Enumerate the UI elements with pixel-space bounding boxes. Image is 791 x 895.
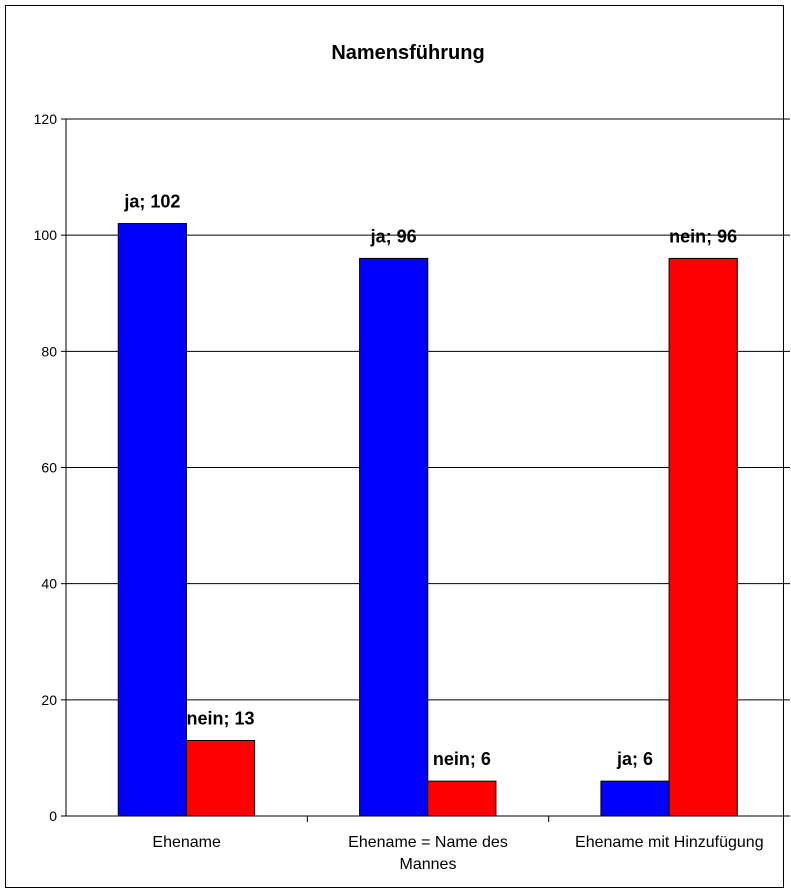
data-label: ja; 102 [123, 192, 180, 212]
y-tick-label: 60 [41, 460, 57, 476]
x-category-label: Ehename mit Hinzufügung [575, 834, 764, 851]
bar-ja [359, 257, 429, 817]
data-label: ja; 6 [616, 749, 653, 769]
data-label: nein; 96 [669, 226, 737, 246]
y-tick-label: 120 [34, 111, 58, 127]
x-category-label: Ehename [152, 834, 221, 851]
data-label: nein; 13 [186, 708, 254, 728]
chart-title: Namensführung [331, 42, 484, 64]
bar-nein [185, 739, 256, 817]
bar-ja [117, 223, 187, 817]
x-category-label: Mannes [400, 856, 457, 873]
y-tick-label: 80 [41, 343, 57, 359]
bar-ja [600, 780, 670, 817]
y-tick-label: 40 [41, 576, 57, 592]
data-label: nein; 6 [433, 749, 491, 769]
bars [117, 223, 738, 817]
bar-nein [668, 257, 738, 817]
y-tick-label: 20 [41, 692, 57, 708]
x-category-label: Ehename = Name des [348, 834, 508, 851]
y-tick-label: 0 [49, 808, 57, 824]
y-tick-label: 100 [34, 227, 58, 243]
data-labels: ja; 102 nein; 13 ja; 96 nein; 6 ja; 6 nein; 9… [123, 192, 737, 770]
data-label: ja; 96 [370, 226, 417, 246]
bar-nein [427, 780, 497, 817]
